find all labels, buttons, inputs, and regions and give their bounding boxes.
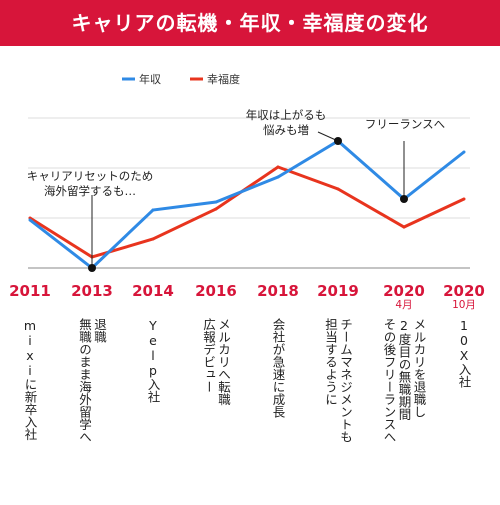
x-tick-label: 2019 — [317, 282, 359, 300]
data-point — [276, 175, 280, 179]
x-tick-label: 2014 — [132, 282, 174, 300]
x-tick-label: 2013 — [71, 282, 113, 300]
annotation-marker — [334, 137, 342, 145]
legend-label: 幸福度 — [207, 72, 240, 86]
series-line-income — [29, 139, 465, 270]
x-tick-sublabel: 4月 — [395, 299, 412, 311]
annotation-text: フリーランスへ — [365, 117, 445, 131]
data-point — [151, 208, 155, 212]
title-banner — [0, 0, 500, 46]
data-point — [214, 200, 218, 204]
event-description: 退職 無職のまま海外留学へ — [77, 318, 107, 443]
data-point — [28, 218, 32, 222]
annotation-text: 年収は上がるも悩みも増 — [246, 108, 327, 137]
legend-label: 年収 — [139, 72, 161, 86]
x-tick-label: 2020 — [443, 282, 485, 300]
data-point — [151, 237, 155, 241]
event-description: Yelp入社 — [145, 318, 161, 403]
page-title: キャリアの転機・年収・幸福度の変化 — [71, 11, 429, 35]
data-point — [336, 187, 340, 191]
event-description: メルカリを退職し 2度目の無職期間 その後フリーランスへ — [381, 318, 427, 443]
x-tick-label: 2016 — [195, 282, 237, 300]
annotation-marker — [400, 195, 408, 203]
x-tick-label: 2011 — [9, 282, 51, 300]
data-point — [462, 197, 466, 201]
event-description: チームマネジメントも 担当するように — [323, 318, 353, 443]
annotation-marker — [88, 264, 96, 272]
event-description: メルカリへ転職 広報デビュー — [201, 318, 231, 406]
data-point — [462, 150, 466, 154]
data-point — [214, 207, 218, 211]
data-point — [402, 225, 406, 229]
annotation-text: キャリアリセットのため海外留学するも… — [27, 169, 154, 198]
x-tick-sublabel: 10月 — [452, 299, 476, 311]
data-point — [276, 165, 280, 169]
event-description: 10X入社 — [456, 318, 472, 388]
event-description: 会社が急速に成長 — [270, 318, 286, 418]
event-description: mixiに新卒入社 — [22, 318, 38, 441]
x-tick-label: 2020 — [383, 282, 425, 300]
x-tick-label: 2018 — [257, 282, 299, 300]
